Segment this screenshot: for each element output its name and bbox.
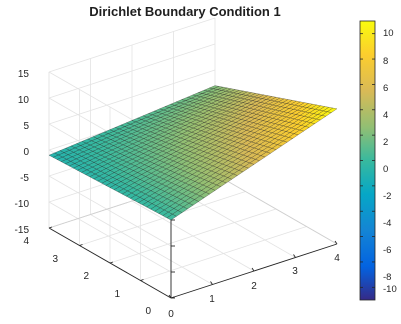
x-tick-label: 0	[168, 309, 174, 320]
colorbar-tick-label: 6	[383, 83, 388, 94]
y-tick-label: 2	[83, 271, 89, 282]
y-tick-mark	[48, 226, 53, 229]
grid-line	[48, 17, 216, 73]
z-axis-ticks: 15 10 5 0 -5 -10 -15	[15, 69, 30, 236]
x-tick-label: 4	[334, 253, 340, 264]
x-tick-mark	[251, 267, 255, 272]
colorbar-tick-label: -6	[383, 245, 391, 256]
x-axis-ticks: 0 1 2 3 4	[168, 253, 340, 320]
colorbar-ticks	[360, 33, 375, 288]
x-tick-label: 2	[251, 281, 257, 292]
colorbar-tick-label: 2	[383, 137, 388, 148]
grid-line	[140, 226, 307, 281]
surface-patch	[327, 107, 338, 113]
x-tick-mark	[334, 240, 338, 245]
y-tick-mark	[109, 261, 114, 264]
grid-line	[48, 175, 172, 247]
x-tick-label: 1	[209, 294, 215, 305]
y-tick-label: 0	[145, 306, 151, 317]
grid-line	[48, 69, 216, 125]
colorbar-tick-label: -2	[383, 191, 391, 202]
grid-line	[109, 208, 277, 264]
colorbar-tick-label: 10	[383, 28, 394, 39]
colorbar-tick-label: -10	[383, 284, 397, 295]
y-tick-mark	[79, 244, 83, 246]
z-tick-label: 10	[18, 95, 30, 106]
colorbar-tick-label: 4	[383, 110, 388, 121]
x-tick-mark	[168, 294, 172, 299]
grid-line	[79, 191, 246, 246]
grid-line	[48, 43, 216, 99]
x-tick-mark	[210, 281, 213, 285]
z-tick-label: 5	[23, 121, 29, 132]
colorbar-tick-label: -8	[383, 272, 391, 283]
colorbar-tick-label: -4	[383, 218, 391, 229]
colorbar-tick-label: 0	[383, 164, 388, 175]
y-tick-label: 3	[52, 254, 58, 265]
z-tick-label: 0	[23, 147, 29, 158]
y-tick-mark	[170, 296, 175, 299]
grid-line	[48, 201, 172, 273]
x-tick-mark	[293, 254, 296, 258]
z-tick-label: 15	[18, 69, 30, 80]
x-tick-label: 3	[292, 266, 298, 277]
colorbar-tick-label: 8	[383, 56, 388, 67]
y-tick-label: 1	[114, 289, 120, 300]
chart-title: Dirichlet Boundary Condition 1	[89, 4, 280, 19]
colorbar: 10 8 6 4 2 0 -2 -4 -6 -8 -10	[359, 20, 397, 301]
y-tick-mark	[140, 279, 144, 281]
y-axis-ticks: 4 3 2 1 0	[23, 236, 151, 317]
y-tick-label: 4	[23, 236, 29, 247]
box-edge	[214, 173, 338, 245]
z-tick-label: -10	[15, 199, 30, 210]
z-tick-label: -5	[20, 173, 29, 184]
surface-mesh	[48, 85, 338, 221]
z-tick-label: -15	[15, 225, 30, 236]
